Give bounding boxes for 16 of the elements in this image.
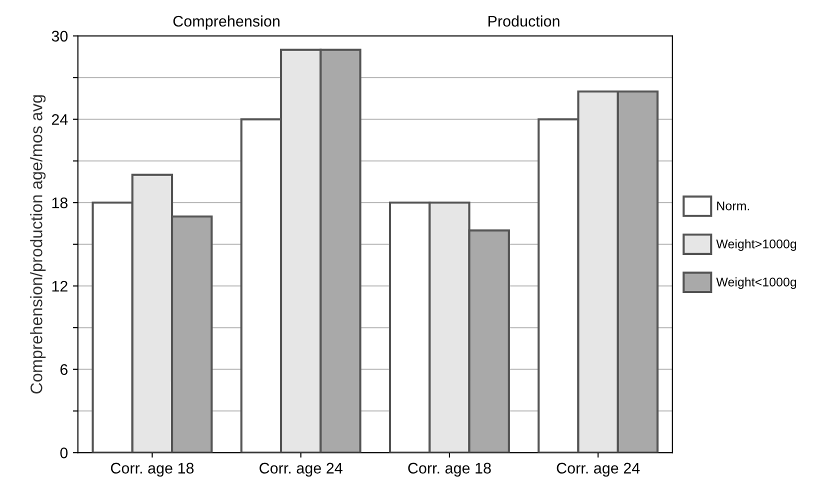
x-tick-label: Corr. age 18: [408, 462, 491, 477]
text: Comprehension: [173, 15, 280, 30]
y-tick-label: 18: [52, 197, 68, 208]
legend-label: Weight>1000g: [716, 239, 796, 251]
x-tick-label: Corr. age 24: [556, 462, 640, 477]
y-tick-label: 24: [52, 114, 68, 125]
legend-label: Weight<1000g: [716, 277, 796, 289]
y-axis-title: Comprehension/production age/mos avg: [30, 95, 46, 394]
text: Production: [488, 15, 560, 27]
y-tick-label: 30: [52, 30, 68, 42]
x-tick-label: Corr. age 24: [260, 462, 342, 477]
legend-label: Norm.: [717, 202, 750, 210]
y-tick-label: 12: [52, 280, 68, 292]
x-tick-label: Corr. age 18: [110, 462, 194, 477]
y-tick-label: 0: [60, 448, 68, 458]
y-tick-label: 6: [60, 364, 68, 375]
